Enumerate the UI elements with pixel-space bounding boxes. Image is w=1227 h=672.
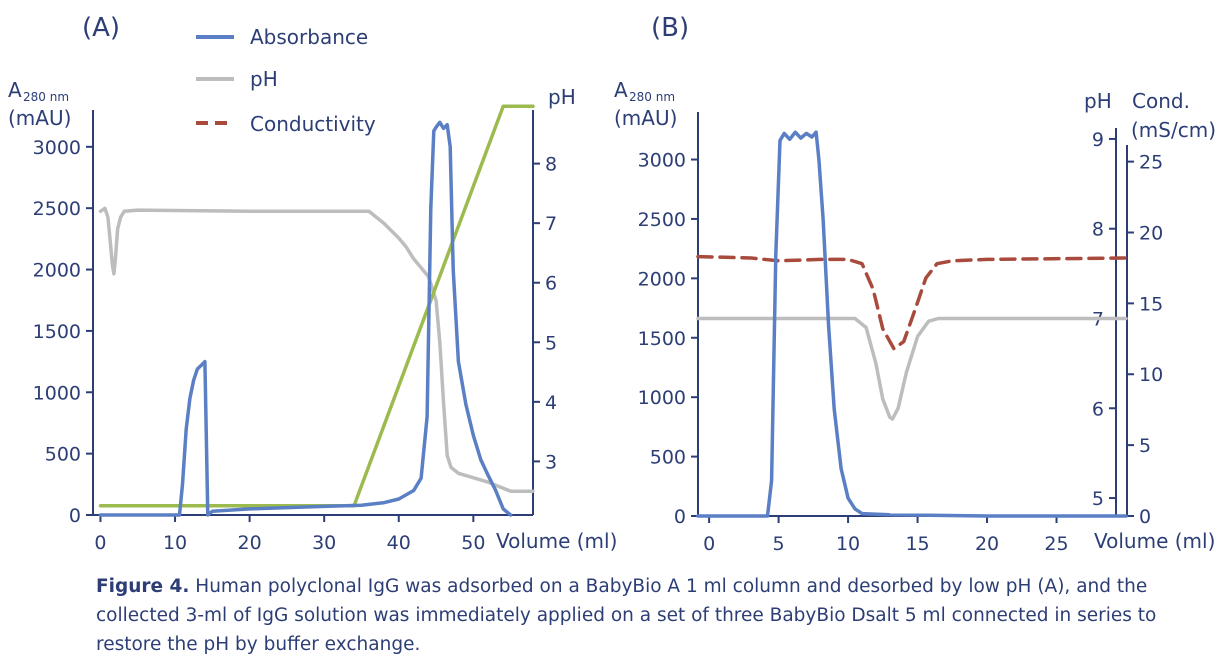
panel-b-xlabel: Volume (ml)	[1094, 529, 1215, 553]
panel-a-ylabel-unit: (mAU)	[8, 106, 71, 130]
panel-a-yleft-axis-tick-label: 2000	[33, 260, 81, 282]
panel-a-yright-axis-tick-label: 4	[545, 392, 557, 414]
panel-b-ylabel-unit: (mAU)	[614, 106, 677, 130]
panel-b-x-axis-tick-label: 10	[836, 533, 860, 555]
panel-b: (B) A 280 nm (mAU) pH Cond. (mS/cm) Volu…	[614, 13, 1216, 555]
panel-b-ylabel-main: A	[614, 78, 628, 102]
panel-b-cond-axis-tick-label: 15	[1139, 293, 1163, 315]
legend-label-conductivity: Conductivity	[250, 112, 376, 136]
panel-b-ylabel-sub: 280 nm	[629, 90, 675, 104]
panel-b-yleft-axis-tick-label: 3000	[638, 150, 686, 172]
panel-b-ph-line	[696, 316, 1128, 421]
panel-b-label: (B)	[651, 13, 689, 43]
panel-b-ph-title: pH	[1084, 89, 1112, 113]
panel-b-cond-axis-tick-label: 5	[1139, 435, 1151, 457]
panel-a-absorbance-line	[98, 120, 513, 517]
panel-b-ph-axis-tick-label: 5	[1092, 488, 1104, 510]
panel-b-yleft-axis-tick-label: 1500	[638, 328, 686, 350]
panel-a-yleft-axis-tick-label: 1000	[33, 382, 81, 404]
panel-b-cond-unit: (mS/cm)	[1131, 118, 1216, 142]
panel-a-yleft-axis-tick-label: 3000	[33, 137, 81, 159]
panel-b-yleft-axis-tick-label: 1000	[638, 387, 686, 409]
panel-b-x-axis-tick-label: 15	[905, 533, 929, 555]
panel-a-axes: 0 500 1000 1500 2000 2500 3000 3 4 5 6 7 8 0 10 20 30 40 5…	[33, 110, 557, 554]
panel-a-series	[98, 104, 535, 517]
panel-a-yleft-axis-tick-label: 500	[45, 444, 81, 466]
panel-b-ph-axis-tick-label: 9	[1092, 129, 1104, 151]
panel-b-axes: 0500100015002000250030005678905101520250…	[638, 112, 1163, 555]
panel-b-cond-axis-tick-label: 10	[1139, 364, 1163, 386]
panel-a-yright-axis-tick-label: 3	[545, 451, 557, 473]
panel-a: (A) A 280 nm (mAU) pH Volume (ml) 050010…	[8, 13, 617, 554]
panel-b-cond-axis-tick-label: 20	[1139, 222, 1163, 244]
panel-b-series	[696, 130, 1128, 518]
panel-b-x-axis-tick-label: 0	[703, 533, 715, 555]
legend-label-ph: pH	[250, 67, 278, 91]
panel-b-yleft-axis-tick-label: 2000	[638, 268, 686, 290]
panel-a-yleft-axis-tick-label: 0	[69, 505, 81, 527]
panel-a-ylabel-sub: 280 nm	[23, 90, 69, 104]
panel-a-x-axis-tick-label: 20	[238, 532, 262, 554]
caption-label: Figure 4.	[96, 576, 190, 597]
panel-b-conductivity-line	[696, 254, 1128, 351]
panel-b-yleft-axis-tick-label: 500	[650, 447, 686, 469]
panel-a-yright-axis-tick-label: 7	[545, 213, 557, 235]
panel-a-yleft-axis-tick-label: 2500	[33, 198, 81, 220]
panel-a-yright-title: pH	[548, 85, 576, 109]
panel-a-yleft-axis-tick-label: 1500	[33, 321, 81, 343]
panel-a-ph-line	[98, 206, 535, 493]
panel-a-ylabel-main: A	[8, 78, 22, 102]
panel-a-yright-axis-tick-label: 5	[545, 332, 557, 354]
panel-b-ph-axis-tick-label: 8	[1092, 219, 1104, 241]
legend: Absorbance pH Conductivity	[196, 25, 376, 136]
panel-a-x-axis-tick-label: 30	[312, 532, 336, 554]
panel-b-ph-axis-tick-label: 6	[1092, 398, 1104, 420]
panel-a-x-axis-tick-label: 40	[387, 532, 411, 554]
panel-b-x-axis-tick-label: 20	[975, 533, 999, 555]
legend-label-absorbance: Absorbance	[250, 25, 368, 49]
panel-a-x-axis-tick-label: 50	[461, 532, 485, 554]
panel-b-yleft-axis-tick-label: 2500	[638, 209, 686, 231]
panel-a-xlabel: Volume (ml)	[496, 529, 617, 553]
panel-a-x-axis-tick-label: 0	[94, 532, 106, 554]
figure-caption: Figure 4. Human polyclonal IgG was adsor…	[96, 572, 1176, 659]
panel-b-yleft-axis-tick-label: 0	[674, 506, 686, 528]
panel-b-cond-axis-tick-label: 25	[1139, 152, 1163, 174]
panel-b-x-axis-tick-label: 25	[1044, 533, 1068, 555]
panel-a-gradient-line	[98, 104, 535, 508]
panel-a-x-axis-tick-label: 10	[163, 532, 187, 554]
panel-b-x-axis-tick-label: 5	[773, 533, 785, 555]
panel-a-yright-axis-tick-label: 6	[545, 273, 557, 295]
panel-b-cond-axis-tick-label: 0	[1139, 506, 1151, 528]
panel-b-absorbance-line	[696, 130, 1128, 518]
panel-b-cond-title: Cond.	[1132, 89, 1190, 113]
panel-a-label: (A)	[82, 13, 120, 43]
panel-a-yright-axis-tick-label: 8	[545, 154, 557, 176]
caption-text: Human polyclonal IgG was adsorbed on a B…	[96, 576, 1157, 655]
